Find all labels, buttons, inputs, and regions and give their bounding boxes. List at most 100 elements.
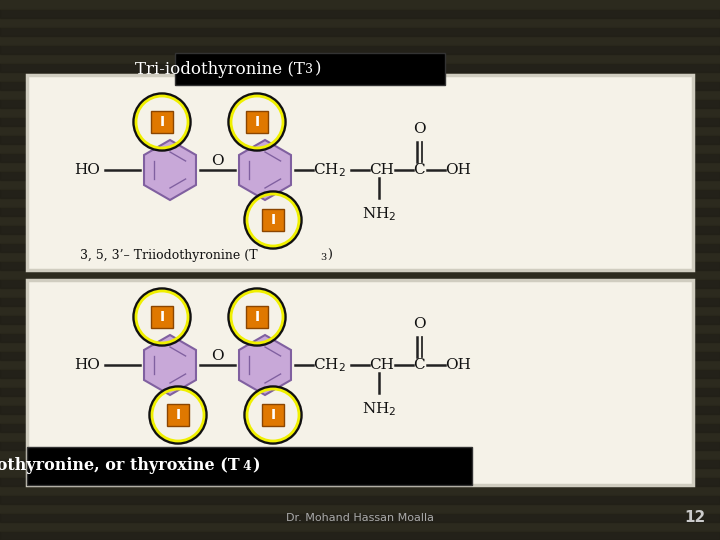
Bar xyxy=(0,9,720,18)
Bar xyxy=(0,135,720,144)
FancyBboxPatch shape xyxy=(27,280,693,485)
Bar xyxy=(0,495,720,504)
Text: I: I xyxy=(159,310,165,324)
Text: O: O xyxy=(413,317,426,331)
Polygon shape xyxy=(144,335,196,395)
Text: CH$_2$: CH$_2$ xyxy=(313,161,346,179)
Text: I: I xyxy=(254,310,260,324)
Text: I: I xyxy=(159,115,165,129)
Text: 12: 12 xyxy=(685,510,706,525)
Bar xyxy=(0,117,720,126)
Bar xyxy=(0,162,720,171)
Bar xyxy=(0,90,720,99)
Bar xyxy=(0,414,720,423)
Bar xyxy=(0,81,720,90)
Bar xyxy=(0,288,720,297)
Bar xyxy=(0,315,720,324)
Text: O: O xyxy=(211,349,224,363)
FancyBboxPatch shape xyxy=(27,447,472,485)
Text: Tri-iodothyronine (T: Tri-iodothyronine (T xyxy=(135,60,305,78)
Text: 3: 3 xyxy=(320,253,326,262)
Bar xyxy=(0,486,720,495)
Bar xyxy=(0,207,720,216)
Bar xyxy=(0,387,720,396)
Bar xyxy=(0,333,720,342)
FancyBboxPatch shape xyxy=(262,404,284,426)
Bar xyxy=(0,369,720,378)
FancyBboxPatch shape xyxy=(151,111,173,133)
Text: O: O xyxy=(413,122,426,136)
Bar xyxy=(0,180,720,189)
Bar xyxy=(0,405,720,414)
Text: HO: HO xyxy=(74,163,100,177)
Text: I: I xyxy=(254,115,260,129)
Bar xyxy=(0,0,720,9)
Bar xyxy=(0,522,720,531)
Bar xyxy=(0,243,720,252)
Bar xyxy=(0,54,720,63)
Bar xyxy=(0,477,720,486)
Text: I: I xyxy=(271,213,276,227)
Text: NH$_2$: NH$_2$ xyxy=(361,205,396,222)
FancyBboxPatch shape xyxy=(175,53,445,85)
Polygon shape xyxy=(239,140,291,200)
Bar xyxy=(0,459,720,468)
Text: ): ) xyxy=(327,248,332,261)
Bar xyxy=(0,324,720,333)
Bar xyxy=(0,45,720,54)
Bar xyxy=(0,153,720,162)
Text: CH: CH xyxy=(369,358,394,372)
Text: OH: OH xyxy=(445,358,471,372)
Bar xyxy=(0,306,720,315)
Bar xyxy=(0,225,720,234)
Bar xyxy=(0,261,720,270)
Bar xyxy=(0,108,720,117)
Bar xyxy=(0,342,720,351)
Bar xyxy=(0,468,720,477)
Bar xyxy=(0,189,720,198)
Text: NH$_2$: NH$_2$ xyxy=(361,400,396,418)
FancyBboxPatch shape xyxy=(27,75,693,270)
Text: ): ) xyxy=(315,60,322,78)
Text: CH: CH xyxy=(369,163,394,177)
Text: Tetra-iodothyronine, or thyroxine (T: Tetra-iodothyronine, or thyroxine (T xyxy=(0,457,240,475)
Bar xyxy=(0,351,720,360)
Bar xyxy=(0,72,720,81)
Bar xyxy=(0,27,720,36)
Text: CH$_2$: CH$_2$ xyxy=(313,356,346,374)
Text: I: I xyxy=(176,408,181,422)
Bar xyxy=(0,360,720,369)
Text: O: O xyxy=(211,154,224,168)
FancyBboxPatch shape xyxy=(262,209,284,231)
Bar xyxy=(0,171,720,180)
Bar xyxy=(0,279,720,288)
Bar xyxy=(0,270,720,279)
Bar xyxy=(0,441,720,450)
Bar xyxy=(0,531,720,540)
Bar xyxy=(0,504,720,513)
Text: I: I xyxy=(271,408,276,422)
Bar xyxy=(0,216,720,225)
FancyBboxPatch shape xyxy=(246,111,268,133)
FancyBboxPatch shape xyxy=(246,306,268,328)
Bar xyxy=(0,432,720,441)
Bar xyxy=(0,126,720,135)
Text: Dr. Mohand Hassan Moalla: Dr. Mohand Hassan Moalla xyxy=(286,513,434,523)
Text: C: C xyxy=(413,358,425,372)
Bar xyxy=(0,36,720,45)
Text: 4: 4 xyxy=(242,460,251,473)
Text: ): ) xyxy=(252,457,259,475)
Text: OH: OH xyxy=(445,163,471,177)
Bar xyxy=(0,18,720,27)
Bar xyxy=(0,297,720,306)
Text: C: C xyxy=(413,163,425,177)
Bar xyxy=(0,144,720,153)
Bar xyxy=(0,252,720,261)
Bar xyxy=(0,63,720,72)
Bar xyxy=(0,513,720,522)
Bar xyxy=(0,396,720,405)
Polygon shape xyxy=(239,335,291,395)
Bar xyxy=(0,450,720,459)
Bar xyxy=(0,234,720,243)
FancyBboxPatch shape xyxy=(151,306,173,328)
